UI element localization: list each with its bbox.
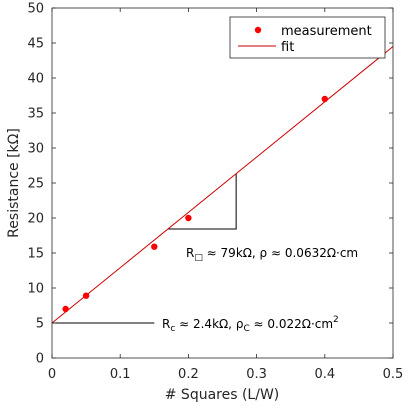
y-tick-label: 20 [27, 212, 44, 227]
legend: measurement fit [230, 17, 385, 58]
x-tick-label: 0.4 [314, 367, 335, 382]
x-tick-label: 0.1 [110, 367, 131, 382]
y-tick-label: 15 [27, 247, 44, 262]
y-tick-label: 5 [36, 317, 44, 332]
x-tick-label: 0 [48, 367, 56, 382]
x-axis-label: # Squares (L/W) [165, 387, 280, 403]
y-tick-label: 0 [36, 352, 44, 367]
x-tick-label: 0.2 [178, 367, 199, 382]
legend-label-fit: fit [281, 40, 294, 55]
measurement-point [62, 306, 68, 312]
measurement-point [185, 215, 191, 221]
y-axis-label: Resistance [kΩ] [6, 128, 22, 238]
y-tick-label: 40 [27, 72, 44, 87]
y-tick-label: 30 [27, 142, 44, 157]
measurement-point [322, 96, 328, 102]
legend-label-measurement: measurement [281, 24, 372, 39]
x-tick-label: 0.5 [383, 367, 404, 382]
y-tick-label: 50 [27, 2, 44, 17]
measurement-point [151, 244, 157, 250]
y-tick-label: 45 [27, 37, 44, 52]
legend-marker-measurement [255, 27, 261, 33]
y-tick-label: 10 [27, 282, 44, 297]
x-tick-label: 0.3 [246, 367, 267, 382]
measurement-point [83, 293, 89, 299]
plot-area [52, 8, 393, 358]
y-tick-label: 25 [27, 177, 44, 192]
y-tick-label: 35 [27, 107, 44, 122]
